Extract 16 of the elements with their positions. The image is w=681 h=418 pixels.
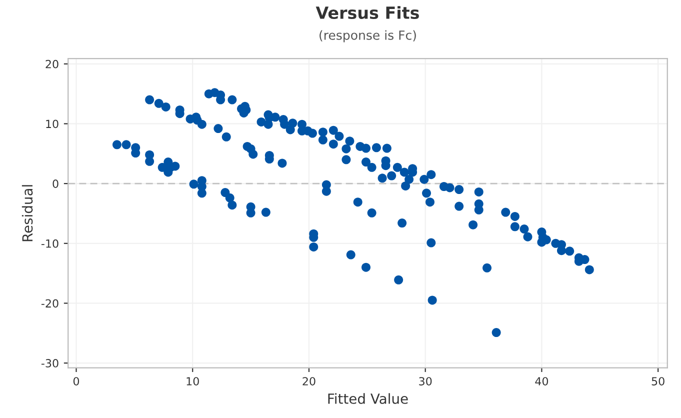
y-tick-label: 20 [46,60,58,68]
chart-title: Versus Fits [316,6,419,20]
x-tick-label: 30 [419,377,432,386]
chart-subtitle: (response is Fc) [320,30,416,42]
x-tick-label: 50 [652,377,664,386]
y-tick-label: -10 [41,239,58,248]
y-tick-label: -20 [41,299,58,308]
y-tick-label: 0 [52,180,58,188]
y-tick-label: -30 [41,359,58,368]
y-axis-title: Residual [22,185,33,242]
x-tick-label: 20 [302,377,316,386]
x-axis-title: Fitted Value [328,393,408,404]
x-tick-label: 40 [535,377,548,386]
x-tick-label: 0 [73,377,80,386]
y-tick-label: 10 [46,120,58,128]
x-tick-label: 10 [186,377,199,386]
